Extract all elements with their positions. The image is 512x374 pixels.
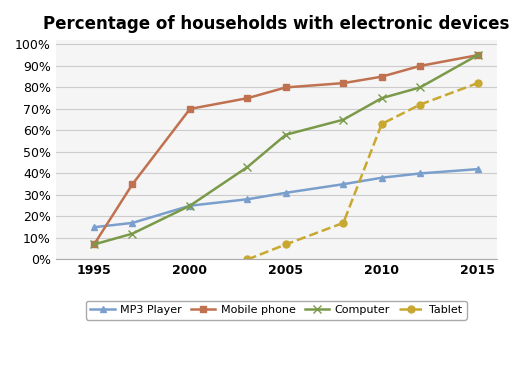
Tablet [417, 102, 423, 107]
Mobile phone [340, 81, 347, 85]
Tablet [340, 221, 347, 225]
Computer [244, 165, 250, 169]
Mobile phone [475, 53, 481, 57]
Computer [340, 117, 347, 122]
MP3 Player [475, 167, 481, 171]
MP3 Player [379, 175, 385, 180]
Tablet [283, 242, 289, 246]
Computer [91, 242, 97, 246]
MP3 Player [340, 182, 347, 186]
Computer [417, 85, 423, 90]
Title: Percentage of households with electronic devices: Percentage of households with electronic… [43, 15, 509, 33]
Mobile phone [91, 242, 97, 246]
MP3 Player [417, 171, 423, 176]
Line: Computer: Computer [90, 51, 482, 249]
Computer [475, 53, 481, 57]
Computer [283, 132, 289, 137]
Mobile phone [244, 96, 250, 100]
Line: Mobile phone: Mobile phone [91, 52, 481, 248]
Tablet [379, 122, 385, 126]
Tablet [475, 81, 481, 85]
Mobile phone [379, 74, 385, 79]
MP3 Player [244, 197, 250, 202]
Line: MP3 Player: MP3 Player [91, 166, 481, 231]
MP3 Player [283, 190, 289, 195]
MP3 Player [130, 221, 136, 225]
Mobile phone [187, 107, 193, 111]
Computer [379, 96, 385, 100]
Legend: MP3 Player, Mobile phone, Computer, Tablet: MP3 Player, Mobile phone, Computer, Tabl… [86, 301, 466, 320]
Mobile phone [283, 85, 289, 90]
Computer [187, 203, 193, 208]
Mobile phone [417, 64, 423, 68]
MP3 Player [91, 225, 97, 229]
Tablet [244, 257, 250, 262]
Mobile phone [130, 182, 136, 186]
Line: Tablet: Tablet [244, 80, 481, 263]
Computer [130, 232, 136, 236]
MP3 Player [187, 203, 193, 208]
